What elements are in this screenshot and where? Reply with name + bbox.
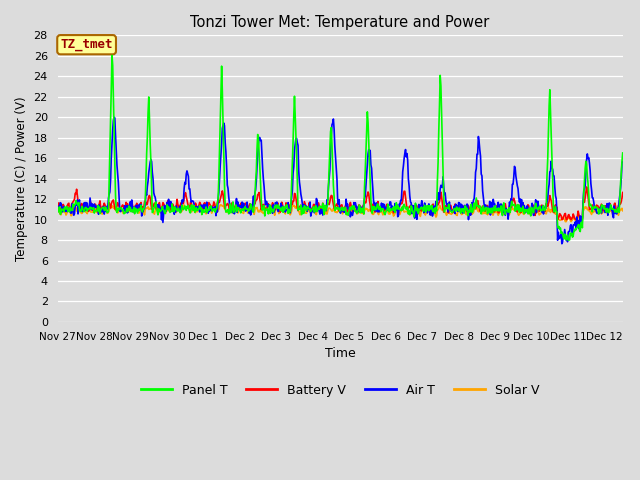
Panel T	[415, 210, 422, 216]
Battery V	[88, 206, 96, 212]
Battery V	[583, 184, 591, 190]
Air T	[558, 241, 566, 247]
Battery V	[54, 204, 61, 210]
Title: Tonzi Tower Met: Temperature and Power: Tonzi Tower Met: Temperature and Power	[191, 15, 490, 30]
Air T	[54, 207, 61, 213]
Air T	[383, 205, 390, 211]
Line: Panel T: Panel T	[58, 55, 623, 240]
Line: Battery V: Battery V	[58, 187, 623, 219]
Air T	[110, 114, 118, 120]
Panel T	[619, 150, 627, 156]
Panel T	[383, 208, 390, 214]
Solar V	[619, 208, 627, 214]
Air T	[88, 201, 96, 207]
Line: Air T: Air T	[58, 117, 623, 244]
Battery V	[619, 190, 627, 195]
Solar V	[541, 210, 548, 216]
Panel T	[483, 205, 491, 211]
Battery V	[540, 207, 548, 213]
Battery V	[554, 216, 561, 222]
Air T	[397, 198, 405, 204]
Battery V	[413, 205, 421, 211]
Panel T	[541, 207, 548, 213]
Solar V	[88, 209, 96, 215]
Solar V	[483, 210, 491, 216]
X-axis label: Time: Time	[324, 347, 355, 360]
Air T	[619, 159, 627, 165]
Air T	[541, 204, 548, 210]
Battery V	[397, 200, 404, 206]
Panel T	[108, 52, 116, 58]
Panel T	[564, 237, 572, 243]
Solar V	[54, 207, 61, 213]
Solar V	[383, 208, 390, 214]
Air T	[415, 211, 422, 216]
Line: Solar V: Solar V	[58, 205, 623, 222]
Solar V	[397, 207, 405, 213]
Battery V	[382, 205, 390, 211]
Air T	[483, 204, 491, 210]
Y-axis label: Temperature (C) / Power (V): Temperature (C) / Power (V)	[15, 96, 28, 261]
Panel T	[397, 208, 405, 214]
Solar V	[415, 209, 422, 215]
Legend: Panel T, Battery V, Air T, Solar V: Panel T, Battery V, Air T, Solar V	[136, 379, 545, 402]
Text: TZ_tmet: TZ_tmet	[60, 38, 113, 51]
Panel T	[54, 206, 61, 212]
Battery V	[483, 205, 490, 211]
Solar V	[561, 219, 569, 225]
Solar V	[216, 202, 224, 208]
Panel T	[88, 206, 96, 212]
